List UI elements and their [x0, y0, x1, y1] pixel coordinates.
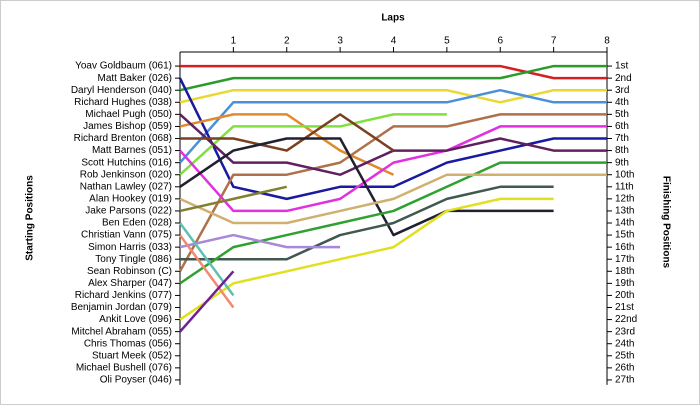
y-axis-title: Starting Positions — [25, 175, 36, 261]
y-tick-label: Tony Tingle (086) — [95, 254, 172, 265]
driver-line — [179, 161, 607, 285]
y2-tick-label: 12th — [615, 193, 634, 204]
y2-tick-label: 27th — [615, 375, 634, 386]
y-tick-label: Chris Thomas (056) — [84, 338, 172, 349]
x-tick-label: 1 — [231, 36, 237, 47]
driver-line — [179, 173, 607, 225]
y2-tick-label: 22nd — [615, 314, 637, 325]
y2-tick-label: 3rd — [615, 85, 629, 96]
y-tick-label: Rob Jenkinson (020) — [80, 169, 172, 180]
y-tick-label: Stuart Meek (052) — [92, 350, 172, 361]
y-tick-label: Nathan Lawley (027) — [80, 181, 172, 192]
y-tick-label: Sean Robinson (C) — [87, 266, 172, 277]
y-tick-label: Ankit Love (096) — [99, 314, 172, 325]
y2-tick-label: 16th — [615, 242, 634, 253]
y-tick-label: Ben Eden (028) — [102, 218, 172, 229]
y2-tick-label: 5th — [615, 109, 629, 120]
driver-line — [179, 185, 288, 213]
driver-line — [178, 234, 235, 309]
y-tick-label: Michael Bushell (076) — [76, 362, 172, 373]
y-tick-label: Oli Poyser (046) — [100, 375, 172, 386]
x-tick-label: 4 — [391, 36, 397, 47]
y-tick-label: Michael Pugh (050) — [85, 109, 172, 120]
y2-tick-label: 23rd — [615, 326, 635, 337]
y-tick-label: Yoav Goldbaum (061) — [75, 61, 172, 72]
driver-line — [179, 88, 607, 164]
driver-line — [179, 125, 607, 213]
y2-tick-label: 15th — [615, 230, 634, 241]
y2-tick-label: 26th — [615, 362, 634, 373]
y2-tick-label: 7th — [615, 133, 629, 144]
y-tick-label: Jake Parsons (022) — [85, 206, 172, 217]
y2-tick-label: 10th — [615, 169, 634, 180]
driver-line — [178, 77, 607, 201]
driver-line — [179, 137, 554, 237]
driver-line — [179, 113, 395, 176]
y-tick-label: Alan Hookey (019) — [89, 193, 172, 204]
y-tick-label: Daryl Henderson (040) — [71, 85, 172, 96]
y2-axis-title: Finishing Positions — [660, 176, 671, 269]
y-tick-label: Matt Baker (026) — [98, 73, 172, 84]
y-tick-label: Richard Hughes (038) — [74, 97, 172, 108]
driver-line — [178, 222, 235, 297]
y-tick-label: Alex Sharper (047) — [88, 278, 172, 289]
y-tick-label: Richard Brenton (068) — [74, 133, 172, 144]
y2-tick-label: 18th — [615, 266, 634, 277]
driver-line — [179, 113, 447, 176]
y2-tick-label: 8th — [615, 145, 629, 156]
driver-line — [179, 88, 607, 104]
y2-tick-label: 24th — [615, 338, 634, 349]
y-tick-label: Richard Jenkins (077) — [75, 290, 172, 301]
y-tick-label: Simon Harris (033) — [88, 242, 172, 253]
x-axis-title: Laps — [381, 13, 405, 24]
y2-tick-label: 9th — [615, 157, 629, 168]
y2-tick-label: 2nd — [615, 73, 632, 84]
driver-line — [180, 113, 395, 152]
y-tick-label: Matt Barnes (051) — [92, 145, 172, 156]
y2-tick-label: 13th — [615, 206, 634, 217]
driver-line — [179, 64, 607, 92]
y2-tick-label: 21st — [615, 302, 634, 313]
x-tick-label: 8 — [604, 36, 610, 47]
x-tick-label: 7 — [551, 36, 557, 47]
x-tick-label: 2 — [284, 36, 290, 47]
y-tick-label: Christian Vann (075) — [81, 230, 172, 241]
y-tick-label: James Bishop (059) — [83, 121, 172, 132]
y2-tick-label: 4th — [615, 97, 629, 108]
driver-line — [179, 270, 235, 333]
y-tick-label: Benjamin Jordan (079) — [71, 302, 172, 313]
y2-tick-label: 17th — [615, 254, 634, 265]
x-tick-label: 6 — [497, 36, 503, 47]
y2-tick-label: 20th — [615, 290, 634, 301]
y2-tick-label: 25th — [615, 350, 634, 361]
driver-line — [178, 113, 607, 272]
y-tick-label: Mitchel Abraham (055) — [71, 326, 172, 337]
x-tick-label: 5 — [444, 36, 450, 47]
driver-line — [180, 64, 607, 80]
y2-tick-label: 11th — [615, 181, 634, 192]
y2-tick-label: 14th — [615, 218, 634, 229]
driver-line — [179, 233, 341, 249]
y2-tick-label: 6th — [615, 121, 629, 132]
y-tick-label: Scott Hutchins (016) — [81, 157, 172, 168]
driver-line — [179, 197, 554, 321]
y2-tick-label: 1st — [615, 61, 629, 72]
x-tick-label: 3 — [337, 36, 343, 47]
driver-line — [180, 185, 554, 261]
y2-tick-label: 19th — [615, 278, 634, 289]
